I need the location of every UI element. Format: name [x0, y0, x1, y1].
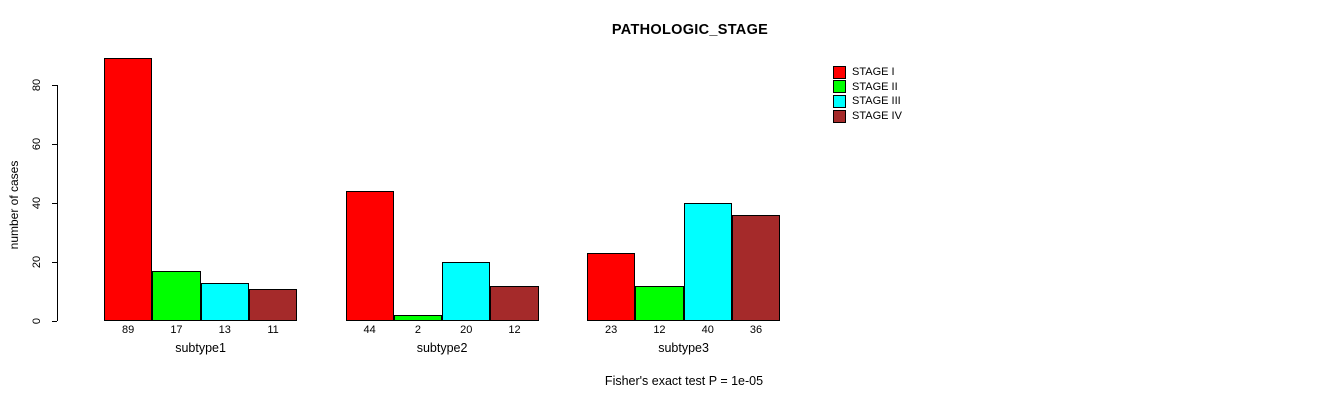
bar-value-label: 12 [508, 324, 521, 336]
bar-value-label: 11 [267, 324, 279, 336]
category-label-subtype2: subtype2 [416, 341, 468, 355]
y-tick-label: 40 [31, 196, 43, 210]
bar-value-label: 44 [363, 324, 376, 336]
bar-value-label: 13 [218, 324, 231, 336]
bar-value-label: 40 [701, 324, 714, 336]
bar-stage-ii-subtype1 [152, 270, 201, 321]
bar-stage-iii-subtype3 [683, 203, 732, 321]
bar-value-label: 2 [414, 324, 421, 336]
category-label-subtype3: subtype3 [658, 341, 709, 355]
bar-stage-iii-subtype2 [442, 262, 491, 321]
bar-stage-ii-subtype3 [635, 285, 684, 321]
bar-stage-ii-subtype2 [393, 315, 443, 321]
legend-label: STAGE III [852, 95, 901, 108]
legend-label: STAGE IV [852, 110, 902, 123]
bar-value-label: 23 [605, 324, 618, 336]
legend-swatch [833, 65, 846, 79]
bar-stage-iv-subtype1 [248, 288, 298, 321]
bar-stage-i-subtype2 [345, 191, 394, 321]
bar-stage-i-subtype3 [587, 253, 636, 321]
bar-stage-iv-subtype3 [731, 214, 781, 321]
bar-value-label: 17 [170, 324, 183, 336]
y-tick-mark [52, 203, 57, 204]
bar-value-label: 20 [460, 324, 473, 336]
legend-label: STAGE I [852, 66, 895, 79]
bar-stage-iv-subtype2 [490, 285, 539, 321]
y-axis-label: number of cases [7, 160, 21, 250]
legend-swatch [833, 109, 846, 123]
legend-item-stage-ii: STAGE II [833, 80, 902, 95]
legend-label: STAGE II [852, 80, 898, 93]
legend-item-stage-i: STAGE I [833, 65, 902, 80]
y-tick-mark [52, 85, 57, 86]
bar-value-label: 12 [653, 324, 666, 336]
bar-value-label: 89 [122, 324, 135, 336]
legend-item-stage-iii: STAGE III [833, 94, 902, 109]
y-tick-mark [52, 321, 57, 322]
y-tick-label: 80 [31, 78, 43, 92]
y-tick-mark [52, 262, 57, 263]
y-tick-mark [52, 144, 57, 145]
fisher-test-annotation: Fisher's exact test P = 1e-05 [604, 374, 764, 388]
y-tick-label: 20 [31, 255, 43, 269]
y-axis-line [57, 85, 58, 321]
category-label-subtype1: subtype1 [175, 341, 226, 355]
legend-item-stage-iv: STAGE IV [833, 109, 902, 124]
y-tick-label: 0 [31, 317, 43, 325]
bar-stage-iii-subtype1 [200, 282, 249, 321]
bar-stage-i-subtype1 [104, 58, 153, 321]
legend-swatch [833, 94, 846, 108]
bar-value-label: 36 [749, 324, 763, 336]
y-tick-label: 60 [31, 137, 43, 151]
chart-title: PATHOLOGIC_STAGE [611, 22, 769, 38]
legend-swatch [833, 80, 846, 94]
legend: STAGE I STAGE II STAGE III STAGE IV [833, 65, 902, 123]
